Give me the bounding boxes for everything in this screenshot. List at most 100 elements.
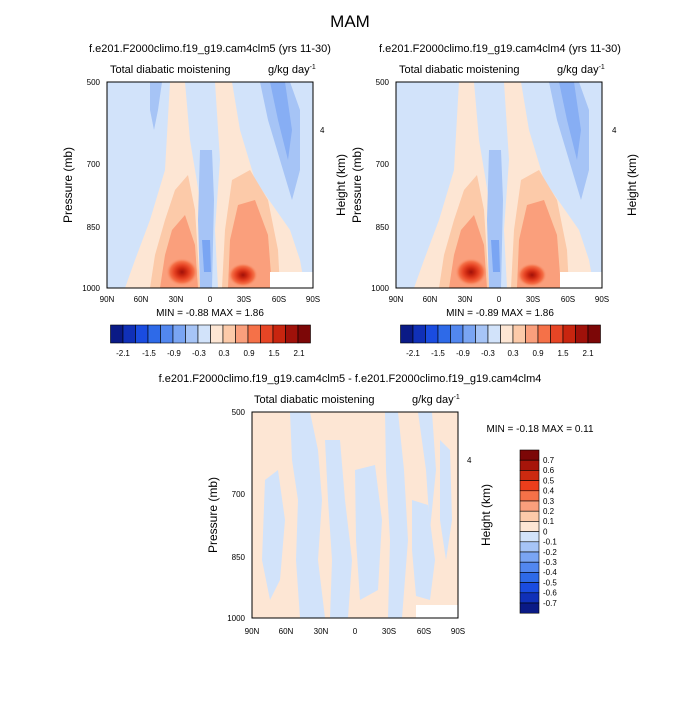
- colorbar-swatch: [487, 324, 501, 344]
- colorbar-label: -0.6: [543, 589, 557, 598]
- colorbar-swatch: [500, 324, 514, 344]
- colorbar-swatch: [135, 324, 149, 344]
- colorbar-swatch: [185, 324, 199, 344]
- plot-frame: [106, 81, 314, 289]
- colorbar-swatch: [519, 602, 540, 614]
- y-tick: 850: [232, 553, 246, 562]
- right-axis-label: Height (km): [625, 154, 639, 216]
- colorbar-label: -0.7: [543, 599, 557, 608]
- y-tick: 1000: [371, 284, 389, 293]
- colorbar-label: 0.2: [543, 507, 555, 516]
- colorbar-labels: 0.70.60.50.40.30.20.10-0.1-0.2-0.3-0.4-0…: [543, 456, 557, 608]
- colorbar-swatch: [519, 510, 540, 522]
- colorbar-swatch: [235, 324, 249, 344]
- x-ticks: 90N 60N 30N 0 30S 60S 90S: [245, 627, 465, 636]
- colorbar-label: -0.3: [192, 349, 206, 358]
- colorbar-label: 0.7: [543, 456, 555, 465]
- panel-subtitle: Total diabatic moistening: [254, 394, 374, 406]
- colorbar-label: -0.2: [543, 548, 557, 557]
- colorbar-swatch: [519, 449, 540, 461]
- x-tick: 60N: [279, 627, 294, 636]
- y-ticks: 500 700 850 1000: [371, 78, 389, 293]
- panel-units: g/kg day-1: [268, 64, 316, 76]
- colorbar-label: -0.5: [543, 578, 557, 587]
- y-tick: 1000: [227, 614, 245, 623]
- x-tick: 30S: [237, 295, 251, 304]
- panel-title: f.e201.F2000climo.f19_g19.cam4clm5 (yrs …: [89, 43, 331, 55]
- x-tick: 0: [353, 627, 358, 636]
- colorbar-swatch: [519, 551, 540, 563]
- x-tick: 30S: [526, 295, 540, 304]
- colorbar-label: 0: [543, 527, 548, 536]
- y-ticks: 500 700 850 1000: [227, 408, 245, 623]
- y-tick: 700: [232, 490, 246, 499]
- colorbar-swatch: [519, 459, 540, 471]
- y-tick: 700: [87, 160, 101, 169]
- colorbar-label: 0.3: [543, 497, 555, 506]
- x-tick: 30N: [169, 295, 184, 304]
- right-tick: 4: [467, 456, 472, 465]
- colorbar-label: -0.9: [167, 349, 181, 358]
- colorbar-swatch: [519, 490, 540, 502]
- plot-frame: [251, 411, 459, 619]
- colorbar-swatch: [475, 324, 489, 344]
- colorbar-swatch: [247, 324, 261, 344]
- min-max-stats: MIN = -0.18 MAX = 0.11: [486, 424, 594, 435]
- y-axis-label: Pressure (mb): [206, 477, 220, 553]
- min-max-stats: MIN = -0.89 MAX = 1.86: [446, 308, 554, 319]
- colorbar-label: 0.3: [507, 349, 519, 358]
- x-tick: 60S: [272, 295, 286, 304]
- y-tick: 700: [376, 160, 390, 169]
- panel-clm5: f.e201.F2000climo.f19_g19.cam4clm5 (yrs …: [61, 43, 348, 358]
- colorbar-label: -0.1: [543, 538, 557, 547]
- colorbar-label: 2.1: [582, 349, 594, 358]
- colorbar-label: 1.5: [268, 349, 280, 358]
- contour-field: [107, 82, 313, 288]
- colorbar-swatch: [122, 324, 136, 344]
- colorbar-label: -2.1: [116, 349, 130, 358]
- x-tick: 90S: [451, 627, 465, 636]
- colorbar-swatch: [210, 324, 224, 344]
- colorbar-swatch: [222, 324, 236, 344]
- y-tick: 850: [376, 223, 390, 232]
- colorbar-swatch: [260, 324, 274, 344]
- colorbar-swatch: [550, 324, 564, 344]
- contour-field: [396, 82, 602, 288]
- plot-frame: [395, 81, 603, 289]
- right-axis-label: Height (km): [479, 484, 493, 546]
- panel-clm4: f.e201.F2000climo.f19_g19.cam4clm4 (yrs …: [350, 43, 639, 358]
- y-tick: 850: [87, 223, 101, 232]
- colorbar-label: -1.5: [142, 349, 156, 358]
- x-tick: 0: [208, 295, 213, 304]
- colorbar-label: -0.4: [543, 568, 557, 577]
- x-tick: 30N: [458, 295, 473, 304]
- colorbar-swatch: [575, 324, 589, 344]
- colorbar-label: 0.3: [218, 349, 230, 358]
- y-tick: 1000: [82, 284, 100, 293]
- colorbar-swatch: [512, 324, 526, 344]
- right-axis-label: Height (km): [334, 154, 348, 216]
- colorbar-label: -1.5: [431, 349, 445, 358]
- colorbar-swatch: [519, 561, 540, 573]
- panel-subtitle: Total diabatic moistening: [110, 64, 230, 76]
- colorbar-swatch: [519, 592, 540, 604]
- colorbar-swatch: [525, 324, 539, 344]
- min-max-stats: MIN = -0.88 MAX = 1.86: [156, 308, 264, 319]
- colorbar-swatch: [272, 324, 286, 344]
- colorbar-swatch: [519, 541, 540, 553]
- y-tick: 500: [87, 78, 101, 87]
- y-tick: 500: [232, 408, 246, 417]
- y-tick: 500: [376, 78, 390, 87]
- colorbar-swatch: [437, 324, 451, 344]
- colorbar-label: -0.9: [456, 349, 470, 358]
- x-ticks: 90N 60N 30N 0 30S 60S 90S: [100, 295, 320, 304]
- colorbar-swatch: [450, 324, 464, 344]
- panel-subtitle: Total diabatic moistening: [399, 64, 519, 76]
- colorbar-swatch: [297, 324, 311, 344]
- x-tick: 30N: [314, 627, 329, 636]
- colorbar-swatch: [519, 470, 540, 481]
- colorbar-swatch: [147, 324, 161, 344]
- colorbar-label: -2.1: [406, 349, 420, 358]
- x-tick: 90N: [245, 627, 260, 636]
